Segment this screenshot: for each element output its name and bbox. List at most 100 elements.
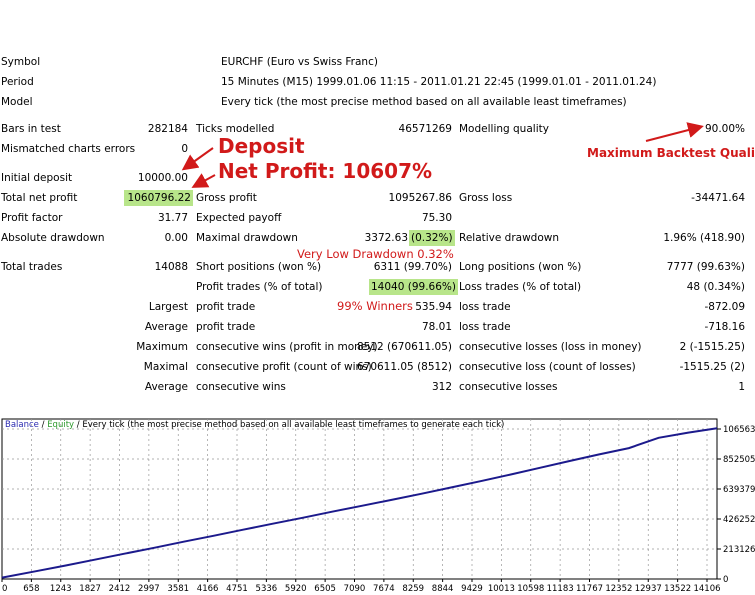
- ticks-modelled-label: Ticks modelled: [196, 123, 275, 135]
- absolute-drawdown-label: Absolute drawdown: [1, 232, 105, 244]
- largest-loss-value: -872.09: [704, 301, 745, 313]
- maximum-wins-label: consecutive wins (profit in money): [196, 341, 378, 353]
- x-tick-label: 2412: [109, 584, 131, 592]
- average-loss-label: loss trade: [459, 321, 511, 333]
- maximum-prefix: Maximum: [136, 341, 188, 353]
- expected-payoff-label: Expected payoff: [196, 212, 282, 224]
- x-tick-label: 7090: [344, 584, 366, 592]
- mismatched-value: 0: [181, 143, 188, 155]
- x-tick-label: 658: [23, 584, 39, 592]
- maximal-prefix: Maximal: [143, 361, 188, 373]
- profit-trades-value: 14040 (99.66%): [369, 279, 458, 295]
- long-positions-label: Long positions (won %): [459, 261, 582, 273]
- winners-annotation: 99% Winners: [337, 299, 413, 313]
- maximal-losses-value: -1515.25 (2): [679, 361, 745, 373]
- average-consecutive-losses-label: consecutive losses: [459, 381, 558, 393]
- maximal-losses-label: consecutive loss (count of losses): [459, 361, 636, 373]
- x-tick-label: 13522: [664, 584, 691, 592]
- maximal-wins-value: 670611.05 (8512): [356, 361, 452, 373]
- average-consecutive-prefix: Average: [144, 381, 188, 393]
- loss-trades-label: Loss trades (% of total): [459, 281, 582, 293]
- average-consecutive-losses-value: 1: [738, 381, 745, 393]
- model-label: Model: [1, 96, 33, 108]
- modelling-quality-label: Modelling quality: [459, 123, 549, 135]
- low-drawdown-text: Very Low Drawdown 0.32%: [297, 247, 454, 261]
- maximum-wins-value: 8512 (670611.05): [356, 341, 452, 353]
- chart-legend: Balance / Equity / Every tick (the most …: [5, 420, 504, 430]
- largest-profit-label: profit trade: [196, 301, 256, 313]
- x-tick-label: 0: [2, 584, 7, 592]
- ticks-modelled-value: 46571269: [398, 123, 452, 135]
- x-tick-label: 4166: [197, 584, 219, 592]
- y-tick-label: 0: [723, 575, 728, 585]
- balance-chart: 0 213126 426252 639379 852505 1065631 0 658 1243…: [1, 418, 755, 594]
- max-quality-annotation: Maximum Backtest Quality: [587, 146, 755, 160]
- bars-in-test-label: Bars in test: [1, 123, 61, 135]
- legend-separator: /: [39, 420, 47, 430]
- symbol-label: Symbol: [1, 56, 41, 68]
- absolute-drawdown-value: 0.00: [164, 232, 188, 244]
- average-profit-value: 78.01: [421, 321, 452, 333]
- bars-in-test-value: 282184: [147, 123, 188, 135]
- maximal-drawdown-label: Maximal drawdown: [196, 232, 298, 244]
- initial-deposit-label: Initial deposit: [1, 172, 73, 184]
- maximum-losses-label: consecutive losses (loss in money): [459, 341, 642, 353]
- legend-equity: Equity: [47, 420, 74, 430]
- x-tick-label: 14106: [693, 584, 720, 592]
- relative-drawdown-value: 1.96% (418.90): [663, 232, 745, 244]
- period-label: Period: [1, 76, 34, 88]
- profit-trades-label: Profit trades (% of total): [196, 281, 323, 293]
- x-tick-label: 11183: [547, 584, 574, 592]
- x-tick-label: 1827: [79, 584, 101, 592]
- average-prefix: Average: [144, 321, 188, 333]
- x-tick-label: 6505: [314, 584, 336, 592]
- x-tick-label: 7674: [373, 584, 395, 592]
- total-net-profit-label: Total net profit: [1, 192, 78, 204]
- profit-factor-value: 31.77: [157, 212, 188, 224]
- gross-loss-value: -34471.64: [691, 192, 745, 204]
- x-tick-label: 4751: [226, 584, 248, 592]
- x-tick-label: 12937: [635, 584, 662, 592]
- y-tick-label: 1065631: [723, 425, 755, 435]
- short-positions-label: Short positions (won %): [196, 261, 322, 273]
- x-tick-label: 10598: [517, 584, 544, 592]
- x-tick-label: 11767: [576, 584, 603, 592]
- x-tick-label: 3581: [167, 584, 189, 592]
- average-loss-value: -718.16: [704, 321, 745, 333]
- largest-loss-label: loss trade: [459, 301, 511, 313]
- gross-profit-label: Gross profit: [196, 192, 257, 204]
- legend-balance: Balance: [5, 420, 39, 430]
- mismatched-label: Mismatched charts errors: [1, 143, 136, 155]
- initial-deposit-value: 10000.00: [137, 172, 188, 184]
- net-profit-annotation: Net Profit: 10607%: [218, 159, 433, 183]
- short-positions-value: 6311 (99.70%): [373, 261, 452, 273]
- x-tick-label: 8259: [402, 584, 424, 592]
- relative-drawdown-label: Relative drawdown: [459, 232, 560, 244]
- x-tick-label: 5920: [285, 584, 307, 592]
- plot-area: [1, 418, 718, 580]
- average-consecutive-wins-value: 312: [431, 381, 452, 393]
- expected-payoff-value: 75.30: [421, 212, 452, 224]
- maximal-wins-label: consecutive profit (count of wins): [196, 361, 372, 373]
- gross-profit-value: 1095267.86: [388, 192, 452, 204]
- total-trades-value: 14088: [154, 261, 188, 273]
- balance-chart-panel: 0 213126 426252 639379 852505 1065631 0 658 1243…: [0, 414, 755, 594]
- x-tick-label: 5336: [256, 584, 278, 592]
- maximal-drawdown-percent: (0.32%): [409, 230, 455, 246]
- total-net-profit-value: 1060796.22: [124, 190, 193, 206]
- x-tick-label: 8844: [432, 584, 454, 592]
- net-profit-arrow: [191, 173, 216, 188]
- modelling-quality-value: 90.00%: [704, 123, 745, 135]
- y-tick-label: 852505: [723, 455, 755, 465]
- symbol-value: EURCHF (Euro vs Swiss Franc): [221, 56, 378, 68]
- average-profit-label: profit trade: [196, 321, 256, 333]
- balance-line: [1, 427, 718, 579]
- gross-loss-label: Gross loss: [459, 192, 513, 204]
- maximum-losses-value: 2 (-1515.25): [679, 341, 745, 353]
- period-value: 15 Minutes (M15) 1999.01.06 11:15 - 2011…: [221, 76, 657, 88]
- legend-description: / Every tick (the most precise method ba…: [74, 420, 504, 430]
- maximal-drawdown-value: 3372.63: [364, 232, 408, 244]
- low-drawdown-annotation: Very Low Drawdown 0.32%: [297, 247, 454, 261]
- y-tick-label: 426252: [723, 515, 755, 525]
- deposit-annotation: Deposit: [218, 134, 305, 158]
